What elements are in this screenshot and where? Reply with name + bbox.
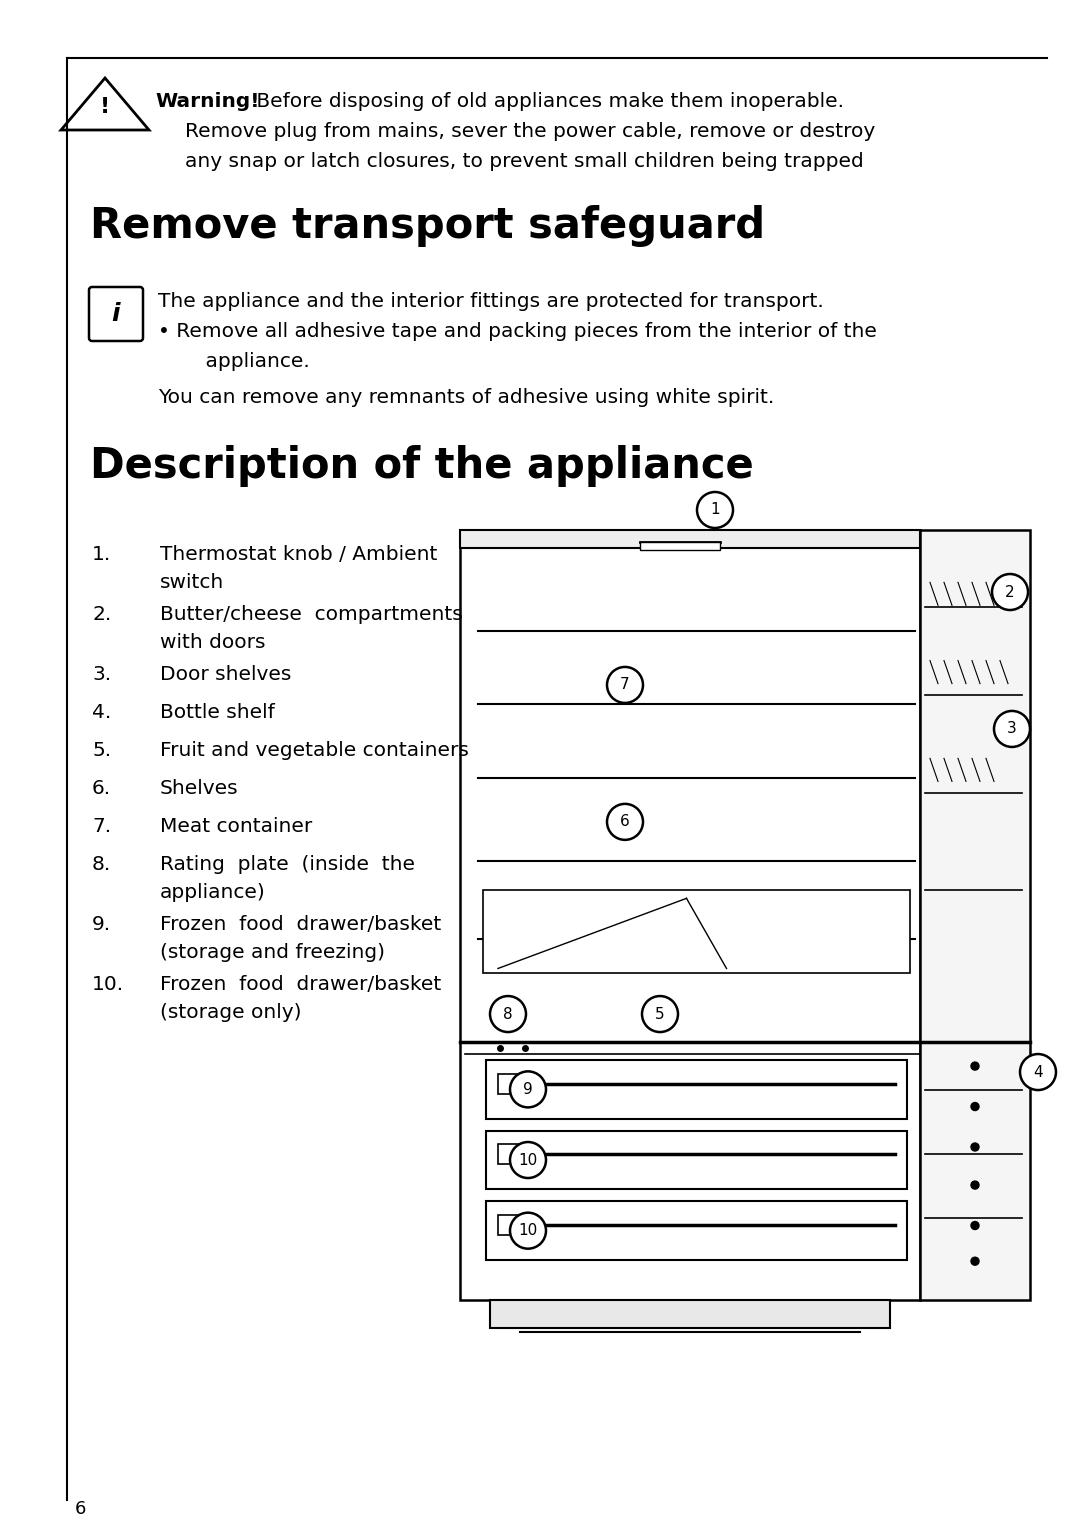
Text: Thermostat knob / Ambient: Thermostat knob / Ambient xyxy=(160,544,437,564)
Text: 1.: 1. xyxy=(92,544,111,564)
Text: Rating  plate  (inside  the: Rating plate (inside the xyxy=(160,855,415,875)
Circle shape xyxy=(971,1180,978,1190)
Text: 10.: 10. xyxy=(92,976,124,994)
Text: Warning!: Warning! xyxy=(156,92,259,112)
Circle shape xyxy=(697,492,733,528)
Circle shape xyxy=(607,667,643,703)
Text: with doors: with doors xyxy=(160,633,266,651)
Text: 4.: 4. xyxy=(92,703,111,722)
Circle shape xyxy=(490,995,526,1032)
Text: 2.: 2. xyxy=(92,605,111,624)
Circle shape xyxy=(971,1063,978,1070)
Text: appliance.: appliance. xyxy=(180,352,310,372)
Text: 7: 7 xyxy=(620,677,630,693)
Text: 10: 10 xyxy=(518,1223,538,1238)
Text: !: ! xyxy=(100,96,110,116)
Text: 2: 2 xyxy=(1005,584,1015,599)
Bar xyxy=(483,890,910,974)
Text: You can remove any remnants of adhesive using white spirit.: You can remove any remnants of adhesive … xyxy=(158,388,774,407)
Bar xyxy=(498,1216,519,1235)
Circle shape xyxy=(510,1142,546,1177)
Text: 6.: 6. xyxy=(92,778,111,798)
Bar xyxy=(460,531,920,547)
Text: appliance): appliance) xyxy=(160,884,266,902)
Text: (storage only): (storage only) xyxy=(160,1003,301,1021)
Circle shape xyxy=(994,711,1030,748)
Bar xyxy=(640,541,720,550)
Bar xyxy=(486,1202,907,1260)
Text: 5: 5 xyxy=(656,1006,665,1021)
Text: 5.: 5. xyxy=(92,742,111,760)
Bar xyxy=(498,1144,519,1164)
Text: • Remove all adhesive tape and packing pieces from the interior of the: • Remove all adhesive tape and packing p… xyxy=(158,323,877,341)
Circle shape xyxy=(971,1222,978,1229)
Text: Remove transport safeguard: Remove transport safeguard xyxy=(90,205,765,248)
Bar xyxy=(460,531,920,1300)
Text: 6: 6 xyxy=(75,1500,86,1518)
Text: 4: 4 xyxy=(1034,1064,1043,1079)
Text: 6: 6 xyxy=(620,815,630,829)
Circle shape xyxy=(607,804,643,839)
Bar xyxy=(486,1131,907,1190)
Text: 9.: 9. xyxy=(92,914,111,934)
Text: Before disposing of old appliances make them inoperable.: Before disposing of old appliances make … xyxy=(249,92,843,112)
Text: Butter/cheese  compartments: Butter/cheese compartments xyxy=(160,605,462,624)
Circle shape xyxy=(510,1212,546,1249)
Text: 9: 9 xyxy=(523,1083,532,1096)
Circle shape xyxy=(642,995,678,1032)
Text: 8.: 8. xyxy=(92,855,111,875)
Bar xyxy=(498,1073,519,1093)
Text: 1: 1 xyxy=(711,503,719,517)
Text: Remove plug from mains, sever the power cable, remove or destroy: Remove plug from mains, sever the power … xyxy=(185,122,875,141)
Text: switch: switch xyxy=(160,573,225,592)
Text: 8: 8 xyxy=(503,1006,513,1021)
Text: Shelves: Shelves xyxy=(160,778,239,798)
Text: Frozen  food  drawer/basket: Frozen food drawer/basket xyxy=(160,976,442,994)
Text: Meat container: Meat container xyxy=(160,816,312,836)
Bar xyxy=(486,1060,907,1119)
Text: Fruit and vegetable containers: Fruit and vegetable containers xyxy=(160,742,469,760)
Text: Description of the appliance: Description of the appliance xyxy=(90,445,754,488)
Text: Door shelves: Door shelves xyxy=(160,665,292,683)
Circle shape xyxy=(971,1102,978,1110)
Bar xyxy=(920,531,1030,1043)
Bar xyxy=(920,1043,1030,1300)
Text: 7.: 7. xyxy=(92,816,111,836)
Text: 3: 3 xyxy=(1008,722,1017,737)
Text: i: i xyxy=(111,303,120,326)
Circle shape xyxy=(993,573,1028,610)
Text: any snap or latch closures, to prevent small children being trapped: any snap or latch closures, to prevent s… xyxy=(185,151,864,171)
Circle shape xyxy=(1020,1053,1056,1090)
Text: The appliance and the interior fittings are protected for transport.: The appliance and the interior fittings … xyxy=(158,292,824,310)
Text: (storage and freezing): (storage and freezing) xyxy=(160,943,384,962)
FancyBboxPatch shape xyxy=(89,287,143,341)
Circle shape xyxy=(971,1144,978,1151)
Text: 10: 10 xyxy=(518,1153,538,1168)
Circle shape xyxy=(510,1072,546,1107)
Text: Bottle shelf: Bottle shelf xyxy=(160,703,274,722)
Text: Frozen  food  drawer/basket: Frozen food drawer/basket xyxy=(160,914,442,934)
Bar xyxy=(490,1300,890,1329)
Text: 3.: 3. xyxy=(92,665,111,683)
Circle shape xyxy=(971,1257,978,1264)
